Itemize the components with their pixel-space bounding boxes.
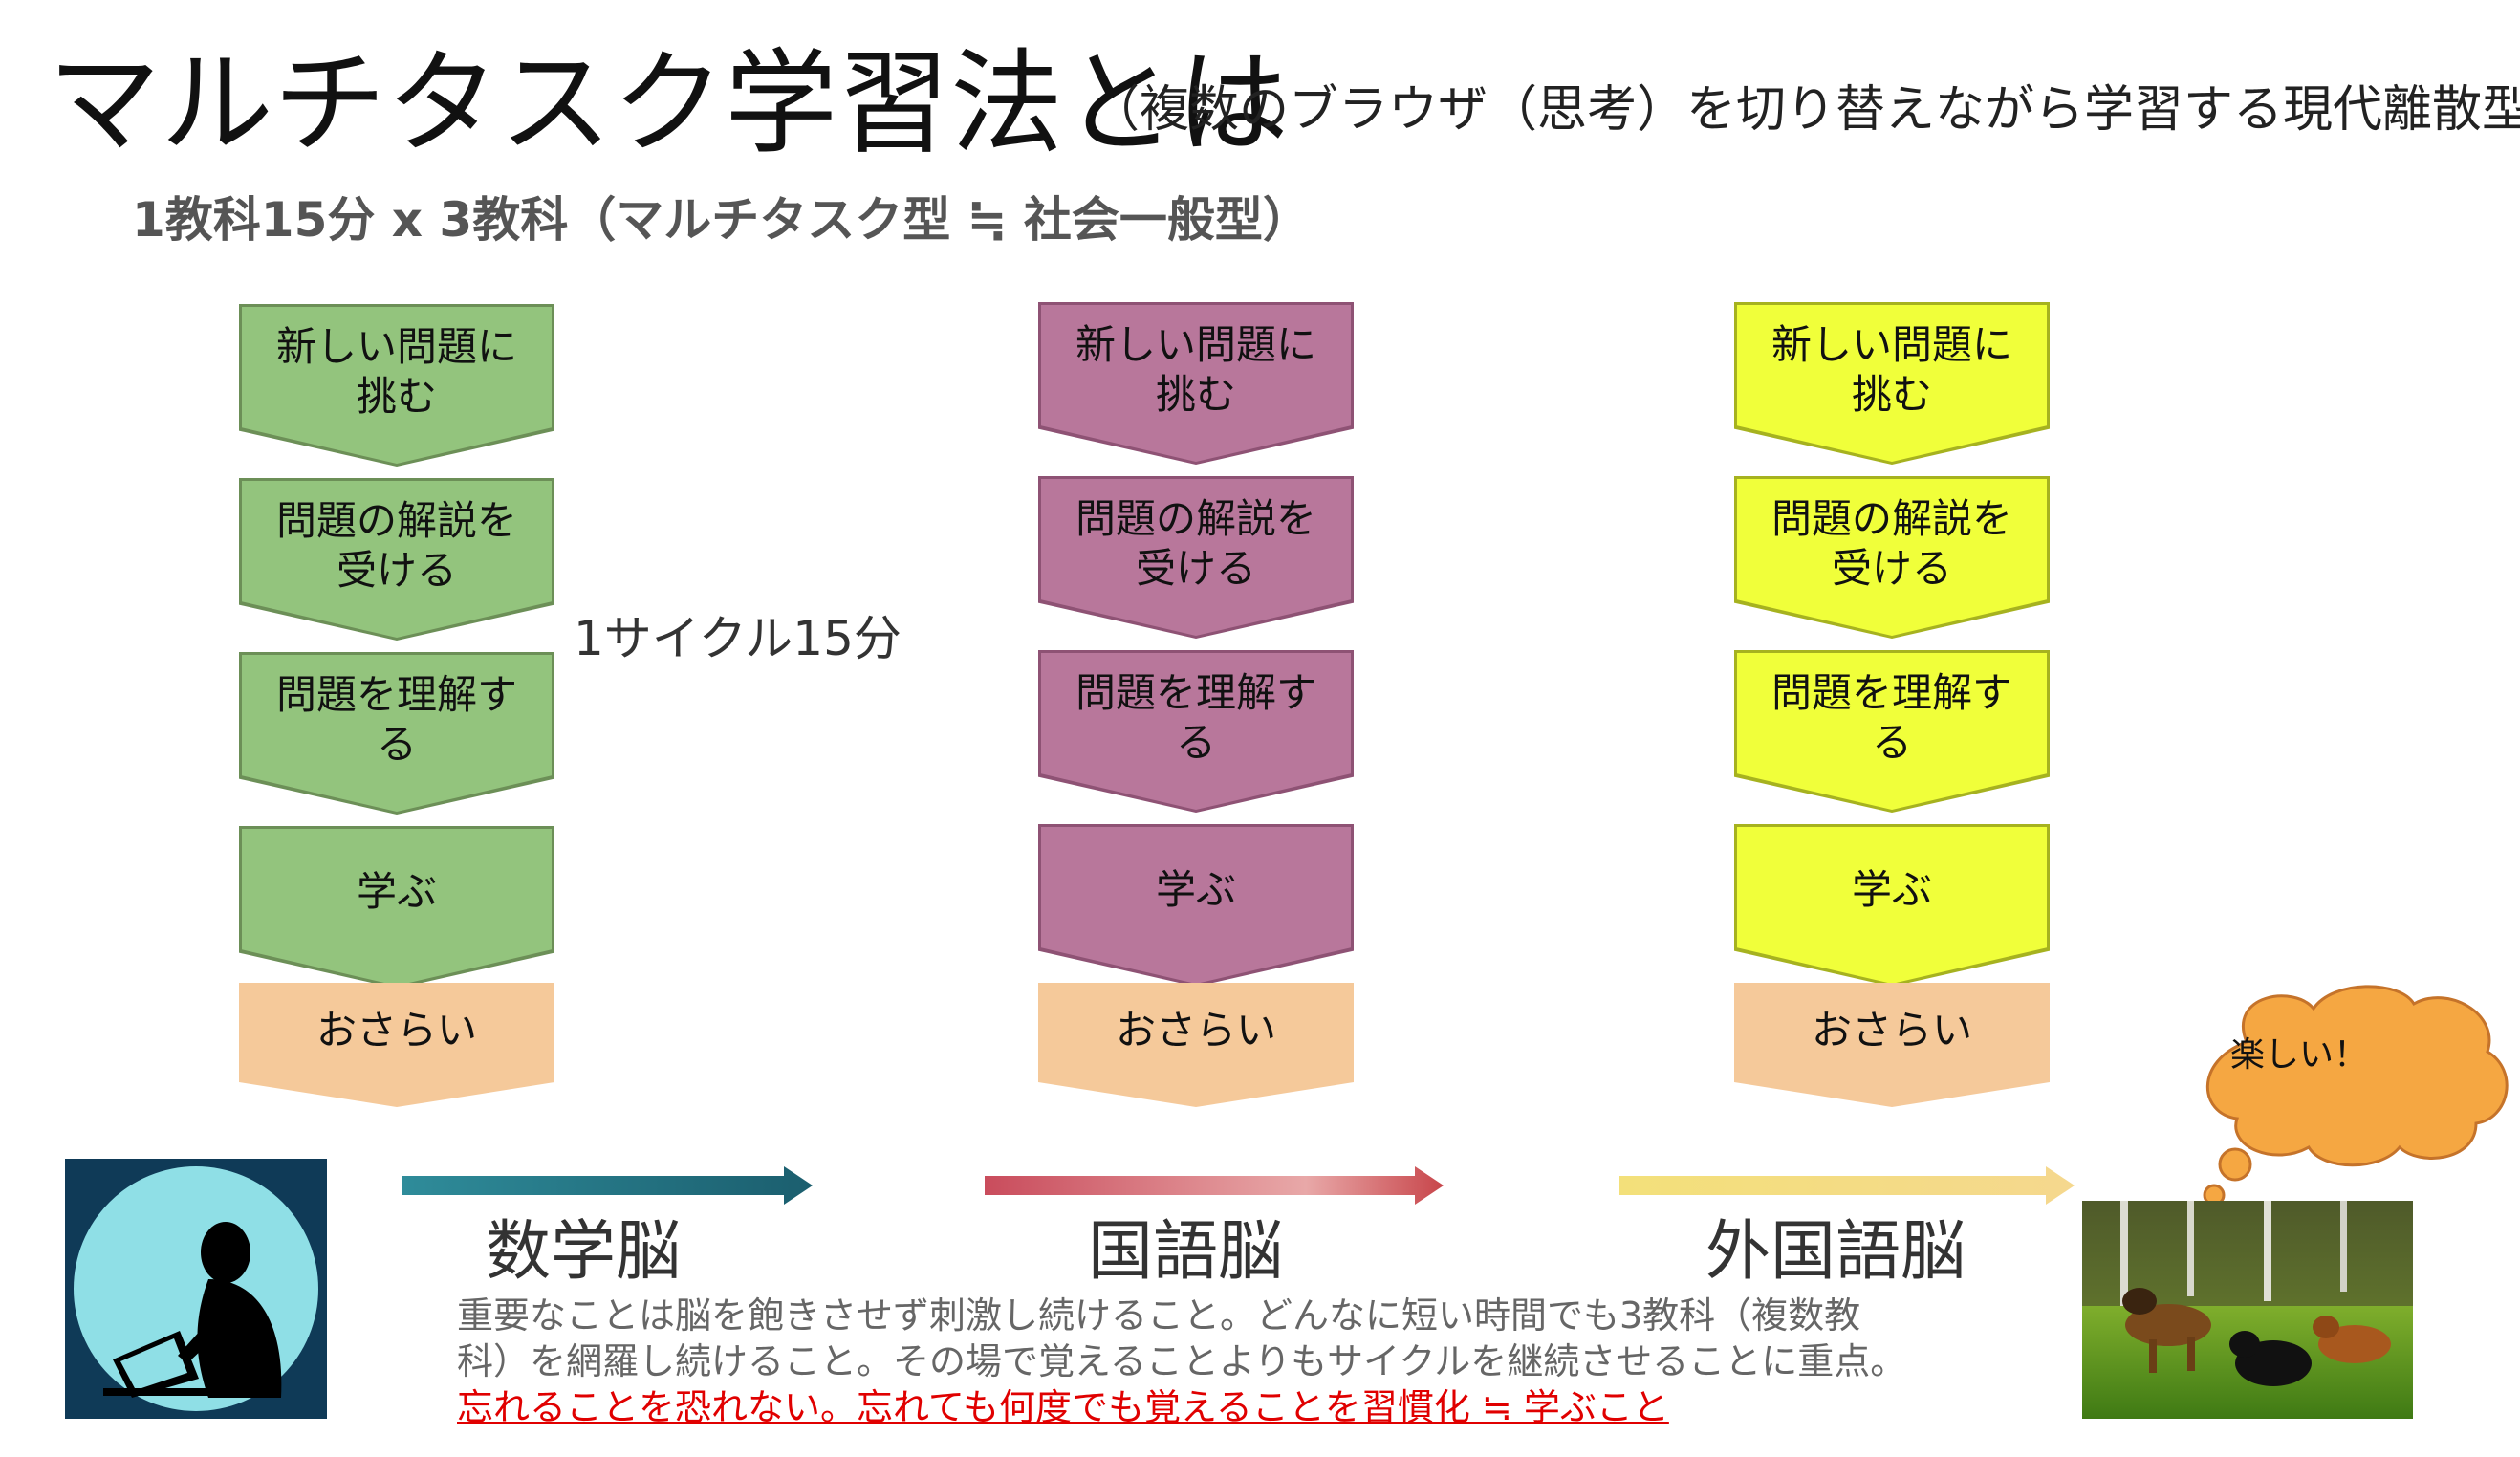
review-chevron: おさらい [1734, 983, 2050, 1107]
step-chevron: 学ぶ [1734, 824, 2050, 987]
cycle-label: 1サイクル15分 [574, 611, 902, 666]
page-title: マルチタスク学習法とは [48, 37, 1290, 169]
dogs-playing-photo [2082, 1201, 2413, 1419]
summary-line: 科）を網羅し続けること。その場で覚えることよりもサイクルを継続させることに重点。 [457, 1340, 1907, 1382]
review-chevron: おさらい [1038, 983, 1354, 1107]
step-chevron: 新しい問題に 挑む [239, 304, 554, 467]
summary-emphasis: 忘れることを恐れない。忘れても何度でも覚えることを習慣化 ≒ 学ぶこと [457, 1386, 1669, 1428]
brain-label-japanese: 国語脳 [1088, 1214, 1284, 1290]
step-chevron: 学ぶ [1038, 824, 1354, 987]
arrow-right-icon [1619, 1166, 2075, 1205]
step-label: 学ぶ [242, 829, 552, 986]
step-label: 新しい問題に 挑む [1737, 305, 2047, 462]
student-reading-silhouette-icon [65, 1159, 327, 1419]
step-label: 新しい問題に 挑む [1041, 305, 1351, 462]
summary-text: 重要なことは脳を飽きさせず刺激し続けること。どんなに短い時間でも3教科（複数教 … [457, 1293, 1948, 1430]
step-chevron: 問題の解説を 受ける [1038, 476, 1354, 639]
step-chevron: 問題を理解する [1734, 650, 2050, 813]
step-chevron: 学ぶ [239, 826, 554, 989]
step-chevron: 問題の解説を 受ける [1734, 476, 2050, 639]
step-chevron: 問題を理解する [239, 652, 554, 815]
step-label: 問題を理解する [1041, 653, 1351, 810]
step-label: 問題を理解する [1737, 653, 2047, 810]
step-label: 問題の解説を 受ける [242, 481, 552, 638]
step-label: 問題を理解する [242, 655, 552, 812]
step-label: 学ぶ [1737, 827, 2047, 984]
page-subtitle: 1教科15分 x 3教科（マルチタスク型 ≒ 社会一般型） [132, 192, 1311, 248]
thought-bubble-icon [2203, 985, 2509, 1207]
review-chevron: おさらい [239, 983, 554, 1107]
brain-label-foreign: 外国語脳 [1705, 1214, 1966, 1290]
brain-label-math: 数学脳 [486, 1214, 682, 1290]
step-label: 新しい問題に 挑む [242, 307, 552, 464]
arrow-right-icon [985, 1166, 1444, 1205]
bubble-text: 楽しい！ [2229, 1035, 2368, 1075]
step-chevron: 新しい問題に 挑む [1734, 302, 2050, 465]
page-title-note: （複数のブラウザ（思考）を切り替えながら学習する現代離散型） [1090, 81, 2520, 139]
arrow-right-icon [402, 1166, 813, 1205]
step-chevron: 問題を理解する [1038, 650, 1354, 813]
step-label: 問題の解説を 受ける [1041, 479, 1351, 636]
step-chevron: 新しい問題に 挑む [1038, 302, 1354, 465]
step-chevron: 問題の解説を 受ける [239, 478, 554, 641]
summary-line: 重要なことは脳を飽きさせず刺激し続けること。どんなに短い時間でも3教科（複数教 [457, 1294, 1861, 1337]
step-label: 問題の解説を 受ける [1737, 479, 2047, 636]
step-label: 学ぶ [1041, 827, 1351, 984]
